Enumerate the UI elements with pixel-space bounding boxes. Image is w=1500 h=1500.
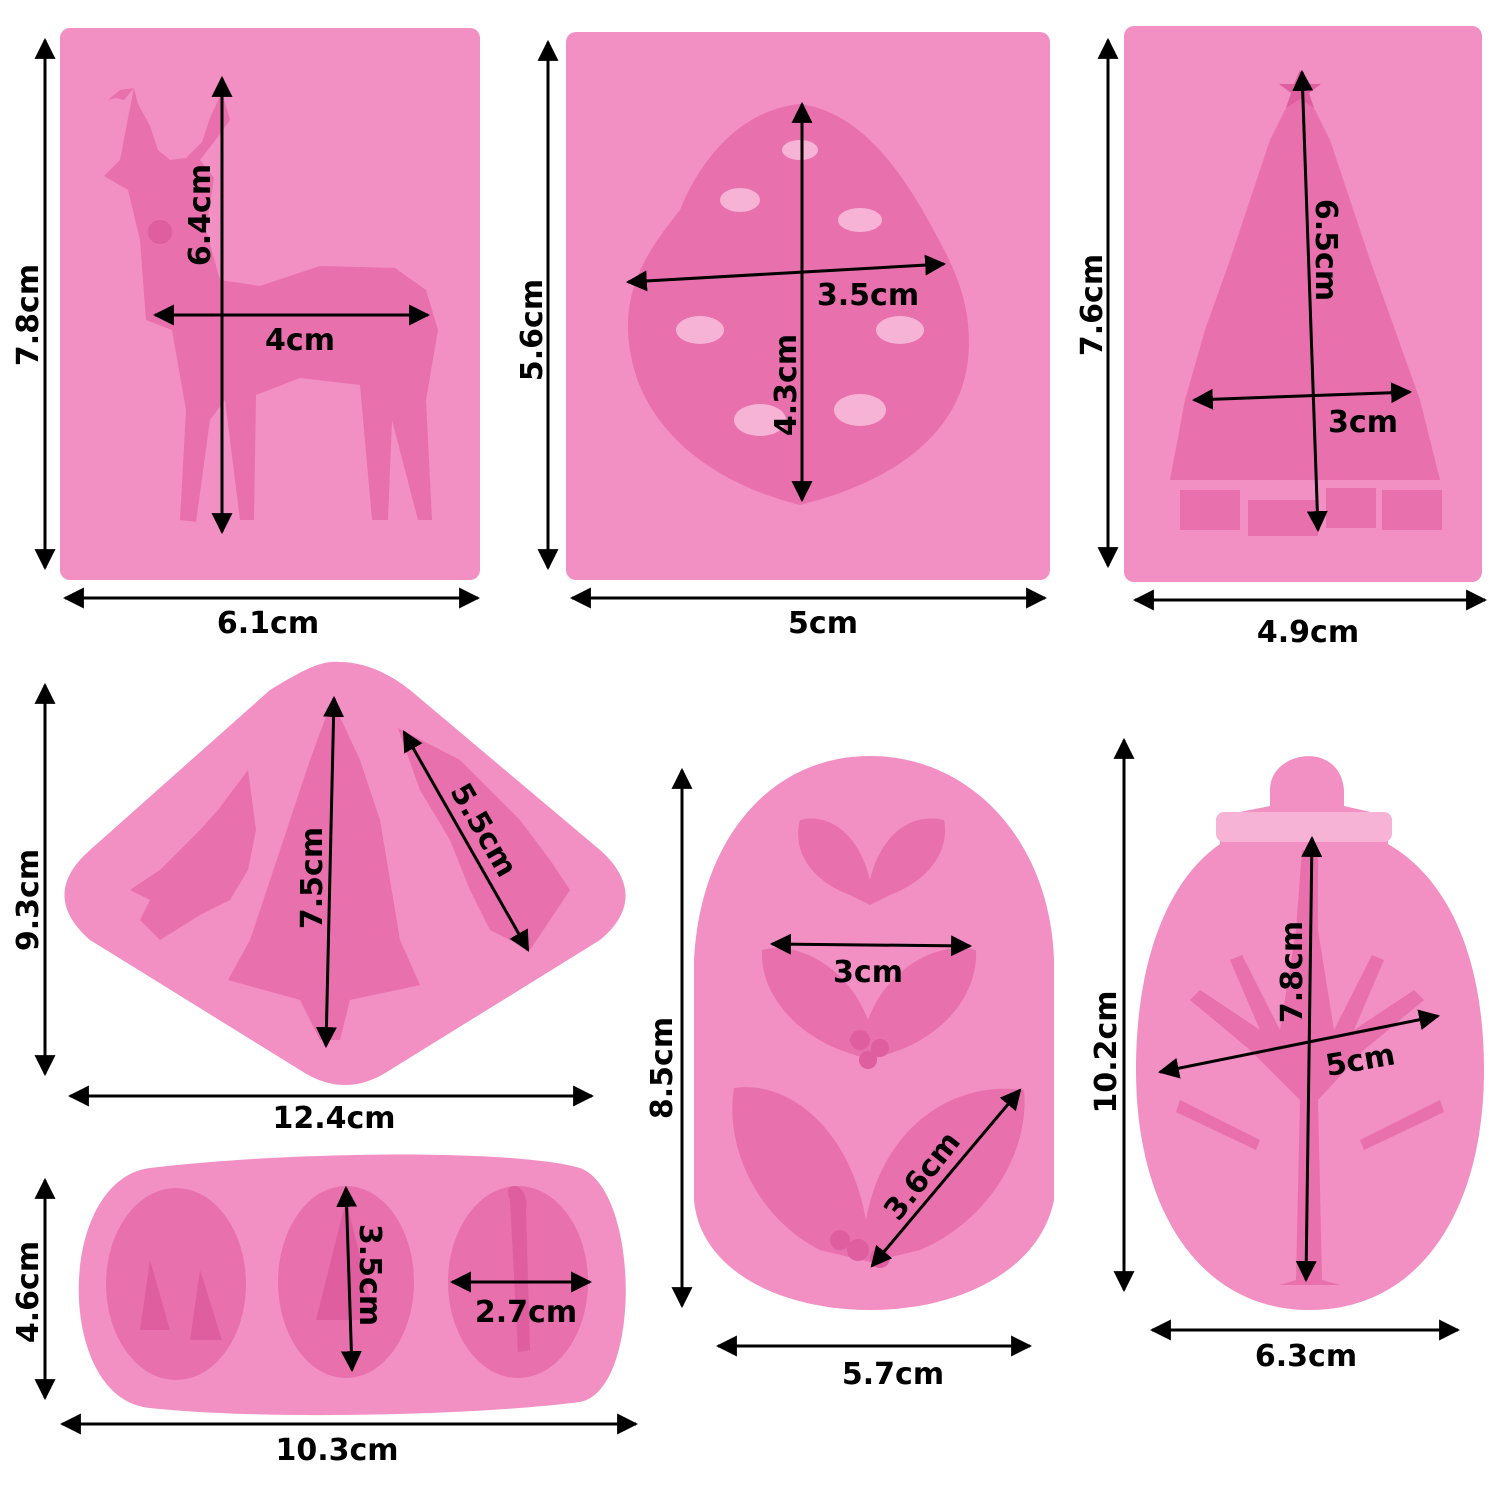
holly-height-label: 8.5cm <box>645 1017 680 1119</box>
middle-holly-cavity <box>761 948 977 1060</box>
christmas-tree-figure-width-arrow <box>1191 382 1413 410</box>
middle-holly-arrow <box>769 933 973 957</box>
christmas-tree-height-label: 7.6cm <box>1075 254 1110 356</box>
three-pine-trees-mold <box>64 661 626 1085</box>
holly-width-label: 5.7cm <box>842 1357 944 1392</box>
tree-width-arrow <box>1157 1009 1441 1079</box>
tree-height-label: 7.8cm <box>1275 921 1310 1023</box>
christmas-tree-figure-height-label: 6.5cm <box>1308 199 1343 301</box>
three-ovals-measurements: 4.6cm 10.3cm 3.5cm 2.7cm <box>11 1177 639 1468</box>
middle-holly-label: 3cm <box>833 955 903 990</box>
oval-width-label: 2.7cm <box>475 1295 577 1330</box>
ornament-tree-measurements: 10.2cm 6.3cm 7.8cm 5cm <box>1089 737 1461 1374</box>
pinecone-figure-width-label: 3.5cm <box>817 278 919 313</box>
pinecone-measurements: 5.6cm 5cm 3.5cm 4.3cm <box>515 39 1048 641</box>
ovals-height-label: 4.6cm <box>11 1241 46 1343</box>
top-holly-cavity <box>798 818 946 905</box>
christmas-tree-width-label: 4.9cm <box>1257 615 1359 650</box>
pine-trees-height-label: 9.3cm <box>11 849 46 951</box>
pinecone-mold <box>566 32 1050 580</box>
pinecone-figure-width-arrow <box>625 254 947 292</box>
deer-height-label: 7.8cm <box>11 264 46 366</box>
oval-height-label: 3.5cm <box>352 1224 387 1326</box>
right-tree-arrow <box>402 730 530 952</box>
pinecone-height-label: 5.6cm <box>515 279 550 381</box>
oval-height-arrow <box>336 1185 362 1373</box>
christmas-tree-figure-height-arrow <box>1292 69 1328 533</box>
deer-figure-width-label: 4cm <box>265 323 335 358</box>
pine-trees-width-label: 12.4cm <box>272 1101 395 1136</box>
bells-oval-cavity <box>106 1188 246 1380</box>
ornament-height-label: 10.2cm <box>1089 990 1124 1113</box>
ornament-width-label: 6.3cm <box>1255 1339 1357 1374</box>
deer-mold <box>60 28 480 580</box>
deer-figure-height-label: 6.4cm <box>183 164 218 266</box>
pinecone-figure-height-label: 4.3cm <box>769 334 804 436</box>
christmas-tree-measurements: 7.6cm 4.9cm 6.5cm 3cm <box>1075 37 1488 650</box>
holly-leaves-mold <box>694 756 1054 1310</box>
ovals-width-label: 10.3cm <box>275 1433 398 1468</box>
center-tree-arrow <box>315 695 345 1049</box>
deer-width-label: 6.1cm <box>217 606 319 641</box>
deer-measurements: 7.8cm 6.1cm 6.4cm 4cm <box>11 37 481 641</box>
bottom-holly-arrow <box>870 1088 1022 1268</box>
left-pine-cavity <box>130 770 256 940</box>
christmas-tree-figure-width-label: 3cm <box>1328 405 1398 440</box>
pinecone-width-label: 5cm <box>788 606 858 641</box>
center-tree-label: 7.5cm <box>295 827 330 929</box>
